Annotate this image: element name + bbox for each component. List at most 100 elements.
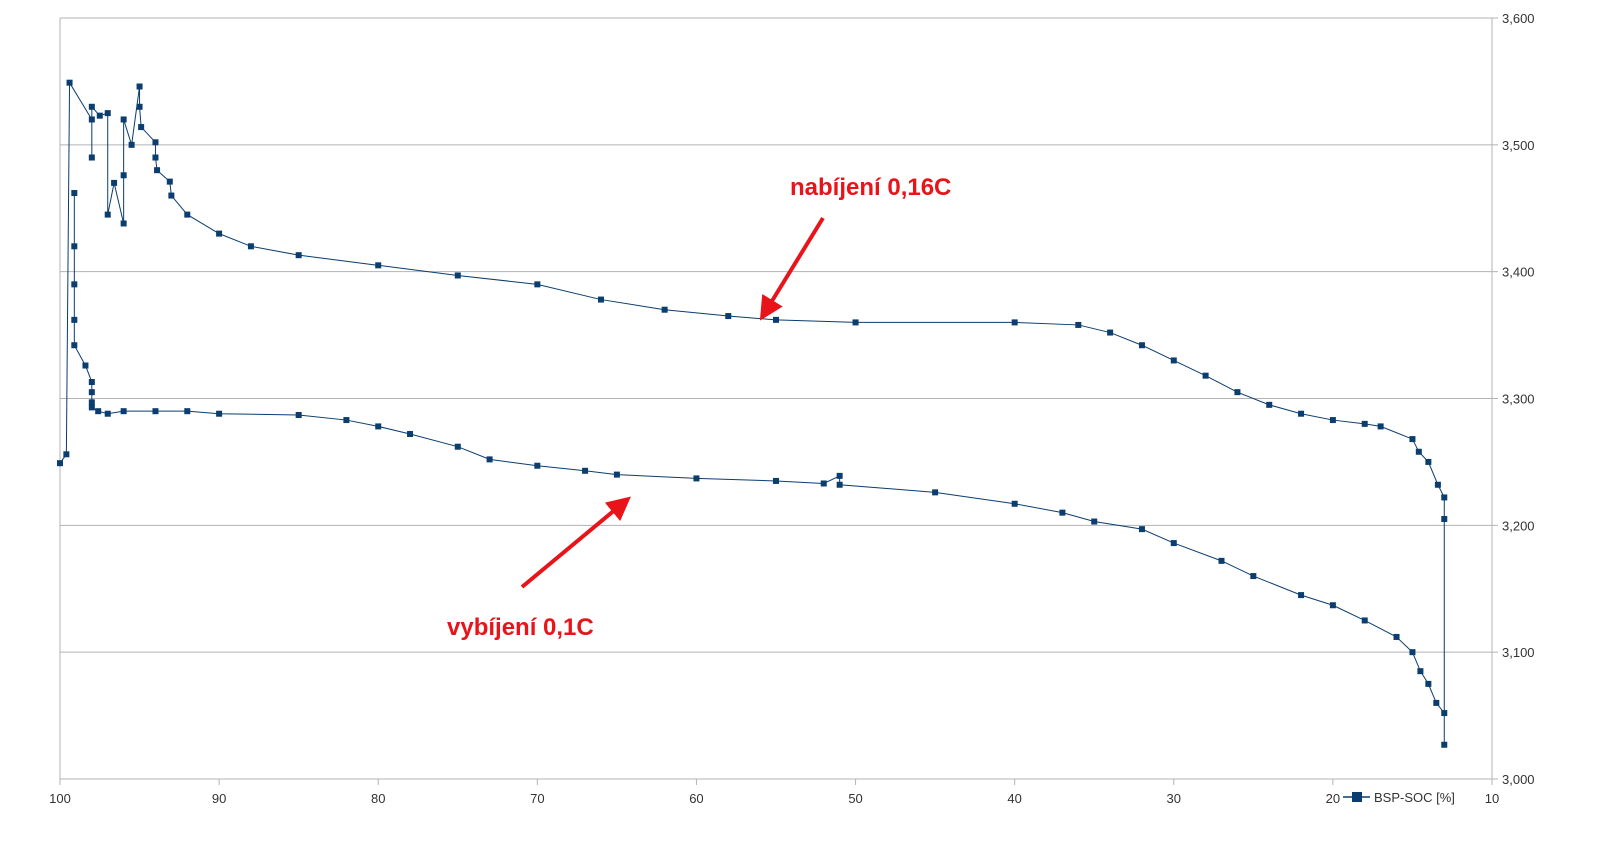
y-tick-label: 3,100 xyxy=(1502,645,1535,660)
data-point xyxy=(1329,417,1336,424)
data-point xyxy=(1170,357,1177,364)
data-point xyxy=(82,362,89,369)
data-point xyxy=(1409,649,1416,656)
y-tick-label: 3,500 xyxy=(1502,138,1535,153)
x-tick-label: 20 xyxy=(1326,791,1340,806)
data-point xyxy=(168,192,175,199)
data-point xyxy=(152,408,159,415)
data-point xyxy=(1266,401,1273,408)
data-point xyxy=(1218,557,1225,564)
x-tick-label: 30 xyxy=(1167,791,1181,806)
y-tick-label: 3,200 xyxy=(1502,518,1535,533)
y-tick-label: 3,300 xyxy=(1502,392,1535,407)
data-point xyxy=(1298,410,1305,417)
data-point xyxy=(597,296,604,303)
data-point xyxy=(1377,423,1384,430)
data-point xyxy=(88,389,95,396)
data-point xyxy=(407,431,414,438)
x-tick-label: 40 xyxy=(1007,791,1021,806)
data-point xyxy=(111,179,118,186)
data-point xyxy=(120,116,127,123)
data-point xyxy=(820,480,827,487)
data-point xyxy=(66,79,73,86)
x-tick-label: 50 xyxy=(848,791,862,806)
data-point xyxy=(57,460,63,467)
data-point xyxy=(1059,509,1066,516)
data-point xyxy=(1441,710,1448,717)
data-point xyxy=(138,124,145,131)
data-point xyxy=(104,410,111,417)
data-point xyxy=(88,379,95,386)
data-point xyxy=(836,472,843,479)
data-point xyxy=(1409,436,1416,443)
data-point xyxy=(88,103,95,110)
data-point xyxy=(71,190,78,197)
data-point xyxy=(88,404,95,411)
data-point xyxy=(216,230,223,237)
legend-marker xyxy=(1352,792,1362,802)
data-point xyxy=(63,451,70,458)
y-tick-label: 3,400 xyxy=(1502,265,1535,280)
data-point xyxy=(88,116,95,123)
data-point xyxy=(71,316,78,323)
data-point xyxy=(166,178,173,185)
data-point xyxy=(1329,602,1336,609)
data-point xyxy=(1202,372,1209,379)
data-point xyxy=(454,443,461,450)
data-point xyxy=(136,83,143,90)
annotation-charge: nabíjení 0,16C xyxy=(790,174,951,201)
data-point xyxy=(1234,389,1241,396)
data-point xyxy=(120,220,127,227)
arrow-discharge xyxy=(520,496,631,589)
data-point xyxy=(852,319,859,326)
data-point xyxy=(120,408,127,415)
data-point xyxy=(1361,420,1368,427)
data-point xyxy=(375,262,382,269)
data-point xyxy=(1441,741,1448,748)
data-point xyxy=(661,306,668,313)
data-point xyxy=(1425,680,1432,687)
data-point xyxy=(1434,481,1441,488)
data-point xyxy=(152,154,159,161)
data-point xyxy=(773,316,779,323)
x-tick-label: 80 xyxy=(371,791,385,806)
data-point xyxy=(120,172,127,179)
data-point xyxy=(1441,494,1448,501)
data-point xyxy=(1361,617,1368,624)
data-point xyxy=(1425,458,1432,465)
data-point xyxy=(1011,319,1018,326)
data-point xyxy=(1433,699,1440,706)
data-point xyxy=(295,411,302,418)
x-tick-label: 10 xyxy=(1485,791,1499,806)
series-line xyxy=(59,80,1445,745)
x-tick-label: 60 xyxy=(689,791,703,806)
data-point xyxy=(534,281,541,288)
data-point xyxy=(1415,448,1422,455)
data-point xyxy=(486,456,493,463)
data-point xyxy=(1393,633,1400,640)
data-point xyxy=(152,139,159,146)
x-tick-label: 90 xyxy=(212,791,226,806)
data-point xyxy=(71,342,78,349)
data-point xyxy=(582,467,589,474)
data-point xyxy=(534,462,541,469)
data-point xyxy=(71,243,78,250)
data-point xyxy=(95,408,102,415)
data-point xyxy=(343,417,350,424)
data-point xyxy=(375,423,382,430)
data-point xyxy=(184,408,191,415)
data-point xyxy=(1170,540,1177,547)
legend-label: BSP-SOC [%] xyxy=(1374,790,1455,805)
data-point xyxy=(136,103,143,110)
data-point xyxy=(1107,329,1114,336)
data-point xyxy=(1417,668,1424,675)
data-point xyxy=(88,154,95,161)
data-point xyxy=(104,211,111,218)
data-point xyxy=(104,110,111,117)
data-point xyxy=(1091,518,1098,525)
data-point xyxy=(88,399,95,406)
data-point xyxy=(154,167,161,174)
data-point xyxy=(773,477,779,484)
